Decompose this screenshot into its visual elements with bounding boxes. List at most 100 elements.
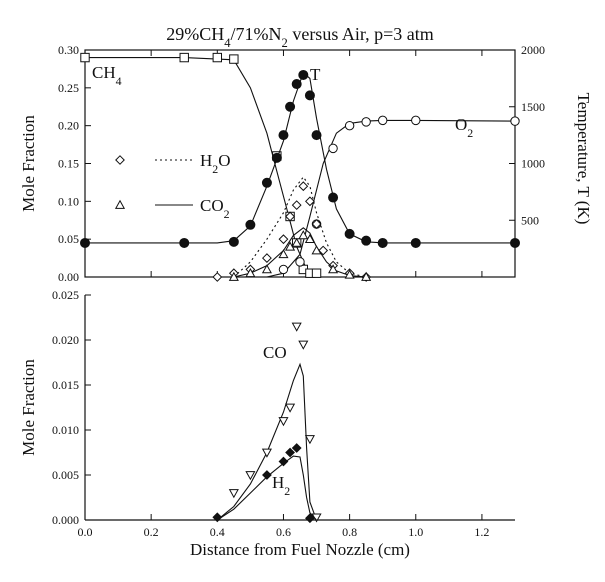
series-label-CO-part: CO (263, 343, 287, 362)
series-line-CO (216, 362, 318, 521)
point-CO (228, 489, 239, 499)
point-H2 (305, 513, 315, 524)
point-CO (285, 403, 296, 413)
x-tick-label: 0.6 (276, 525, 291, 539)
point-H2 (262, 470, 272, 480)
title-part: 2 (282, 36, 288, 50)
point-CH4 (311, 268, 322, 278)
point-T (291, 79, 302, 90)
series-line-T (85, 71, 515, 244)
legend-label-CO2-part: CO (200, 196, 224, 215)
top-y-tick-label: 0.20 (58, 119, 79, 133)
point-H2O (285, 211, 295, 222)
top-y-tick-label: 0.25 (58, 81, 79, 95)
title-part: versus Air, p=3 atm (288, 24, 434, 44)
point-H2 (291, 443, 302, 453)
point-H2O (212, 272, 223, 282)
x-tick-label: 1.0 (408, 525, 423, 539)
series-label-O2-part: 2 (467, 126, 473, 140)
top-y-tick-label: 0.15 (58, 157, 79, 171)
point-T (278, 130, 289, 141)
top-y2-tick-label: 1500 (521, 100, 545, 114)
point-CO (298, 340, 309, 350)
point-CO (304, 435, 315, 445)
point-T (510, 237, 520, 248)
legend-label-CO2-part: 2 (224, 207, 230, 221)
point-H2O (262, 253, 272, 263)
point-H2 (212, 512, 223, 523)
point-H2 (285, 447, 295, 458)
point-O2 (411, 115, 421, 126)
point-T (344, 228, 355, 239)
top-y2-tick-label: 500 (521, 213, 539, 227)
x-tick-label: 0.0 (78, 525, 93, 539)
point-T (261, 177, 272, 188)
series-label-CH4-part: CH (92, 63, 116, 82)
point-T (361, 235, 372, 246)
point-T (377, 237, 388, 248)
point-CO2 (291, 237, 302, 247)
point-T (410, 237, 421, 248)
bottom-y-tick-label: 0.020 (52, 333, 79, 347)
point-CO2 (278, 249, 289, 259)
top-y-tick-label: 0.30 (58, 43, 79, 57)
series-label-CH4-part: 4 (116, 74, 122, 88)
point-H2O (311, 219, 322, 229)
point-CO2 (245, 267, 256, 278)
point-CH4 (179, 52, 189, 63)
bottom-y-tick-label: 0.025 (52, 288, 79, 302)
title-part: 4 (224, 36, 231, 50)
legend-label-H2O-part: O (218, 151, 230, 170)
series-line-CO2 (233, 227, 367, 278)
point-CO (261, 448, 272, 458)
point-CO (245, 471, 256, 481)
point-T (311, 130, 322, 141)
point-H2O (305, 196, 315, 207)
top-panel: 0.00 0.05 0.10 0.15 0.20 0.25 0.30 500 1000 1500 2… (19, 43, 593, 284)
point-CO2 (328, 264, 339, 274)
x-tick-label: 0.4 (210, 525, 225, 539)
point-CO2 (298, 230, 309, 240)
point-T (285, 101, 296, 112)
bottom-y-tick-label: 0.015 (52, 378, 79, 392)
point-H2 (278, 456, 289, 467)
x-tick-label: 0.8 (342, 525, 357, 539)
top-y-axis-label: Mole Fraction (19, 115, 38, 212)
point-CH4 (212, 52, 223, 63)
legend-label-H2O: H2O (200, 151, 231, 176)
top-y-tick-label: 0.10 (58, 194, 79, 208)
legend-label-H2O-part: 2 (212, 162, 218, 176)
legend-marker-H2O (115, 155, 125, 165)
point-O2 (295, 257, 305, 267)
legend-label-CO2: CO2 (200, 196, 230, 221)
top-y-tick-label: 0.05 (58, 232, 79, 246)
point-T (271, 152, 282, 163)
point-T (80, 237, 90, 248)
bottom-y-tick-label: 0.010 (52, 423, 79, 437)
bottom-y-axis-label: Mole Fraction (19, 359, 38, 456)
point-CO2 (344, 269, 355, 279)
title-part: /71%N (231, 24, 282, 44)
series-line-H2O (233, 176, 367, 278)
point-CO (278, 417, 289, 427)
series-label-T: T (310, 65, 321, 84)
point-H2O (278, 234, 289, 245)
point-O2 (510, 116, 520, 126)
point-T (328, 192, 339, 203)
point-O2 (377, 115, 388, 126)
bottom-y-tick-label: 0.005 (52, 468, 79, 482)
point-CO (291, 322, 302, 332)
series-label-T-part: T (310, 65, 321, 84)
x-tick-label: 1.2 (474, 525, 489, 539)
series-label-CO: CO (263, 343, 287, 362)
point-CO2 (304, 233, 315, 244)
figure-title: 29%CH4/71%N2 versus Air, p=3 atm (166, 24, 434, 50)
x-axis-label: Distance from Fuel Nozzle (cm) (190, 540, 410, 559)
series-label-H2-part: H (272, 473, 284, 492)
point-O2 (278, 264, 289, 275)
series-label-CH4: CH4 (92, 63, 122, 88)
series-line-O2 (266, 119, 516, 278)
point-H2O (298, 181, 309, 192)
point-CO2 (311, 245, 322, 255)
